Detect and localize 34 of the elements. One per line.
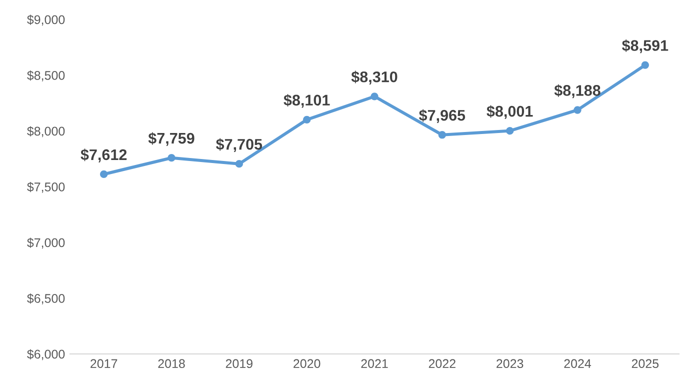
data-label: $7,965 [419, 109, 466, 123]
x-tick-label: 2020 [294, 359, 320, 368]
point [235, 160, 243, 168]
y-tick-label: $8,000 [27, 126, 65, 138]
point [303, 116, 311, 124]
point [168, 154, 176, 162]
x-tick-label: 2023 [496, 359, 524, 368]
data-label: $7,759 [148, 132, 194, 146]
x-tick-label: 2024 [564, 359, 592, 368]
data-label: $8,188 [554, 84, 600, 98]
data-label: $8,101 [284, 94, 330, 108]
point [370, 92, 378, 100]
x-tick-label: 2019 [226, 359, 252, 368]
point [438, 131, 446, 139]
data-label: $8,591 [622, 39, 668, 54]
data-label: $8,001 [486, 105, 533, 119]
y-tick-label: $9,000 [27, 14, 65, 26]
x-tick-label: 2017 [90, 359, 118, 368]
y-tick-label: $6,500 [27, 294, 65, 304]
point [506, 127, 514, 135]
x-tick-label: 2022 [428, 359, 456, 368]
x-tick-label: 2021 [361, 359, 388, 368]
data-label: $8,310 [351, 70, 398, 84]
y-tick-label: $7,500 [27, 182, 65, 193]
data-label: $7,705 [216, 138, 262, 152]
point [100, 170, 108, 178]
data-label: $7,612 [80, 148, 127, 162]
point [641, 61, 649, 69]
x-tick-label: 2025 [632, 359, 659, 368]
y-tick-label: $8,500 [27, 70, 65, 82]
point [574, 106, 582, 114]
x-tick-label: 2018 [158, 359, 185, 368]
y-tick-label: $7,000 [27, 238, 65, 249]
y-tick-label: $6,000 [27, 349, 65, 360]
